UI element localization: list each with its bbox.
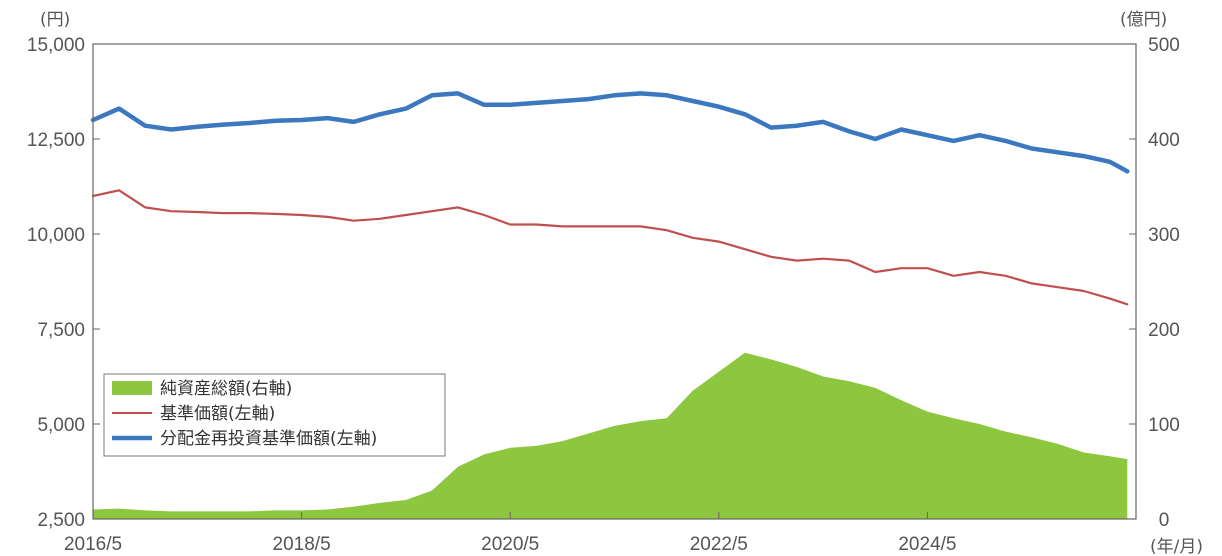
- plot-frame: [92, 43, 1137, 520]
- x-tick-label: 2018/5: [273, 534, 331, 555]
- y-left-tick-label: 7,500: [37, 320, 85, 341]
- legend-label-reinvested-nav: 分配金再投資基準価額(左軸): [160, 429, 377, 449]
- x-tick-label: 2016/5: [64, 534, 122, 555]
- x-tick-label: 2022/5: [690, 534, 748, 555]
- y-right-tick-label: 400: [1148, 130, 1180, 151]
- y-left-tick-label: 12,500: [27, 130, 85, 151]
- y-right-unit: (億円): [1120, 10, 1167, 30]
- y-right-tick-label: 300: [1148, 225, 1180, 246]
- series-line-1: [91, 189, 1129, 306]
- y-right-tick-label: 0: [1159, 510, 1170, 531]
- y-left-tick-label: 5,000: [37, 415, 85, 436]
- series-area-0: [93, 352, 1128, 519]
- y-right-tick-label: 100: [1148, 415, 1180, 436]
- legend-label-net-assets: 純資産総額(右軸): [160, 379, 292, 399]
- legend-box: [103, 373, 446, 457]
- x-tick-label: 2024/5: [898, 534, 956, 555]
- axis-layer: 15,000 12,500 10,000 7,500 5,000 2,500 500 400 3…: [27, 35, 1180, 555]
- legend: 純資産総額(右軸) 基準価額(左軸) 分配金再投資基準価額(左軸): [103, 373, 446, 457]
- y-left-tick-label: 10,000: [27, 225, 85, 246]
- legend-swatch-area: [112, 381, 152, 395]
- y-right-tick-label: 500: [1148, 35, 1180, 56]
- area-layer: [93, 352, 1128, 519]
- legend-label-nav: 基準価額(左軸): [160, 404, 275, 424]
- y-left-tick-label: 15,000: [27, 35, 85, 56]
- line-layer: [90, 91, 1130, 306]
- y-left-unit: (円): [40, 10, 70, 30]
- x-unit: (年/月): [1150, 537, 1203, 556]
- x-tick-label: 2020/5: [481, 534, 539, 555]
- y-right-tick-label: 200: [1148, 320, 1180, 341]
- y-left-tick-label: 2,500: [37, 510, 85, 531]
- series-line-2: [90, 91, 1130, 174]
